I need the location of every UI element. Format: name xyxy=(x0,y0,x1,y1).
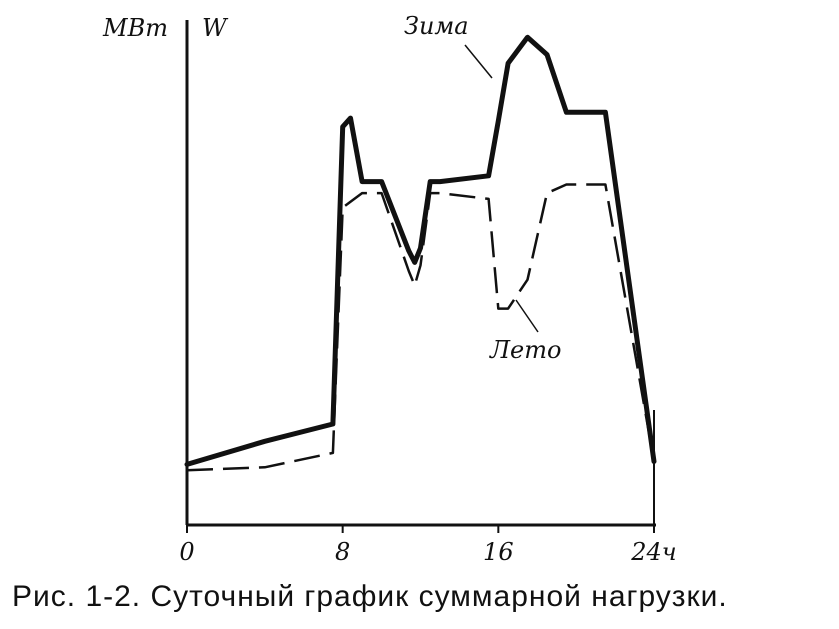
series-label-winter: Зима xyxy=(404,12,469,40)
series-line-summer xyxy=(186,183,656,472)
figure-caption: Рис. 1-2. Суточный график суммарной нагр… xyxy=(12,580,728,613)
y-axis-label-mw: МВт xyxy=(102,14,168,42)
series-line-winter xyxy=(184,34,657,467)
x-tick-label-0: 0 xyxy=(179,538,194,566)
x-tick-label-16: 16 xyxy=(483,538,514,566)
load-chart: 0 8 16 24ч МВт W Зима Лето xyxy=(102,12,677,566)
x-tick-label-8: 8 xyxy=(335,538,350,566)
series-lines xyxy=(184,34,657,472)
x-tick-labels: 0 8 16 24ч xyxy=(179,525,677,566)
x-tick-label-24: 24ч xyxy=(630,538,676,566)
series-label-summer-leader xyxy=(515,299,539,333)
series-label-winter-leader xyxy=(464,44,493,79)
series-label-summer: Лето xyxy=(489,336,561,364)
y-axis-label-w: W xyxy=(202,14,229,42)
axes xyxy=(185,20,656,527)
